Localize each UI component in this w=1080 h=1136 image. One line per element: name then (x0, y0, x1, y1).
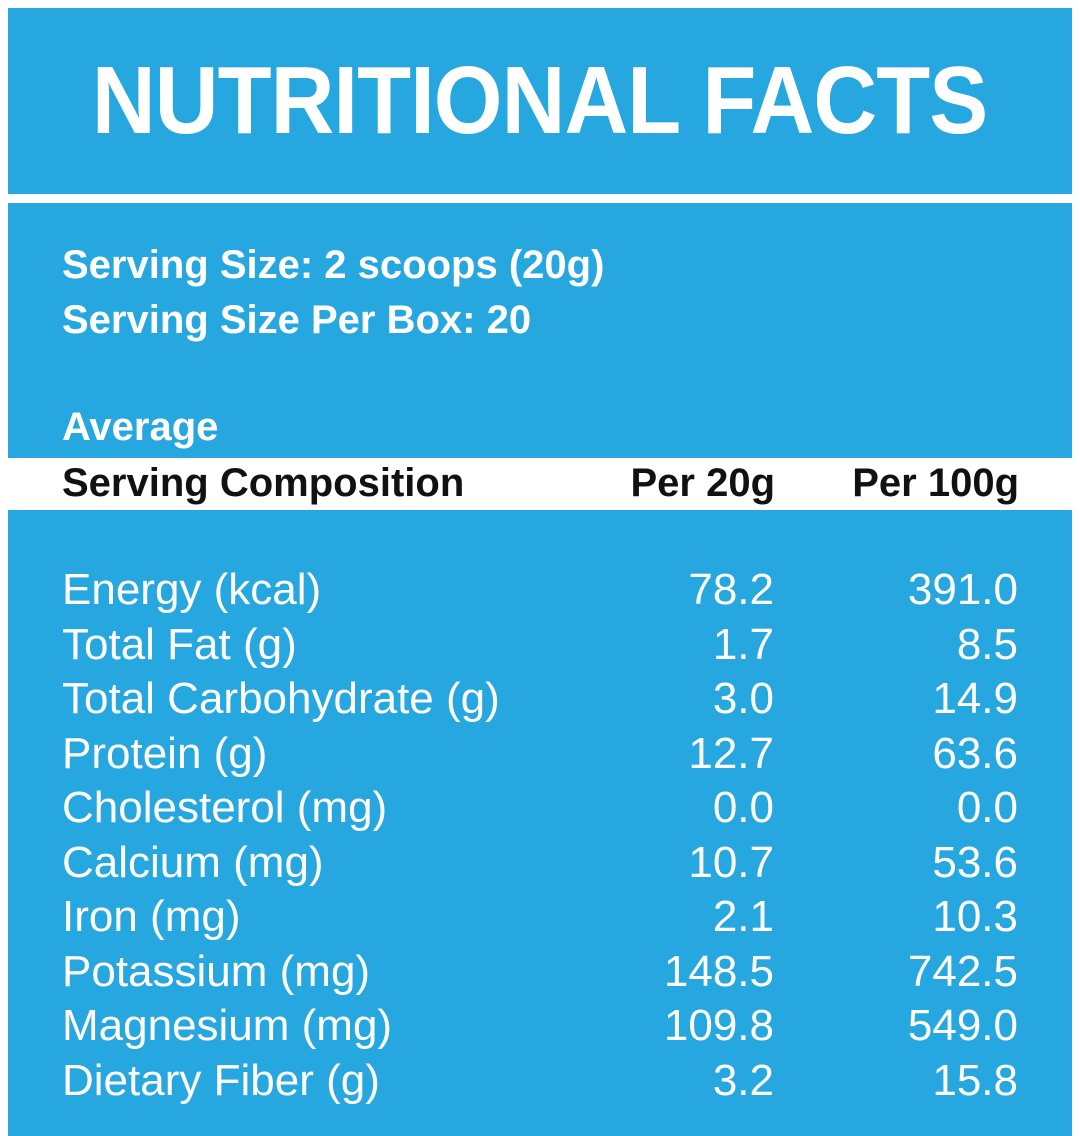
title-panel: NUTRITIONAL FACTS (8, 8, 1072, 194)
page-title: NUTRITIONAL FACTS (92, 47, 988, 154)
value-per-20g: 78.2 (688, 565, 774, 614)
nutrient-name: Calcium (mg) (62, 837, 324, 887)
header-per-20g: Per 20g (630, 461, 775, 505)
value-per-100g: 14.9 (932, 674, 1018, 723)
value-per-100g: 10.3 (932, 892, 1018, 941)
table-row: Potassium (mg) 148.5 742.5 (8, 945, 1072, 1000)
nutrient-table: Energy (kcal) 78.2 391.0 Total Fat (g) 1… (8, 563, 1072, 1108)
table-row: Dietary Fiber (g) 3.2 15.8 (8, 1054, 1072, 1109)
nutrient-name: Protein (g) (62, 728, 268, 778)
value-per-20g: 3.2 (712, 1055, 774, 1105)
value-per-100g: 0.0 (956, 783, 1018, 832)
nutrient-name: Magnesium (mg) (62, 1001, 393, 1050)
value-per-20g: 148.5 (663, 946, 774, 996)
value-per-20g: 3.0 (712, 674, 774, 723)
table-row: Total Carbohydrate (g) 3.0 14.9 (8, 672, 1072, 727)
table-row: Energy (kcal) 78.2 391.0 (8, 563, 1072, 618)
servings-per-box: Serving Size Per Box: 20 (62, 298, 532, 342)
facts-panel: Serving Size: 2 scoops (20g) Serving Siz… (8, 203, 1072, 1136)
value-per-20g: 109.8 (663, 1001, 774, 1050)
value-per-100g: 15.8 (932, 1055, 1018, 1105)
value-per-100g: 53.6 (932, 837, 1018, 887)
value-per-20g: 12.7 (688, 728, 774, 778)
value-per-100g: 391.0 (907, 565, 1018, 614)
nutrient-name: Total Carbohydrate (g) (62, 674, 500, 723)
value-per-100g: 63.6 (932, 728, 1018, 778)
value-per-100g: 742.5 (907, 946, 1018, 996)
nutrient-name: Dietary Fiber (g) (62, 1055, 380, 1105)
header-per-100g: Per 100g (852, 461, 1019, 505)
value-per-20g: 2.1 (712, 892, 774, 941)
average-label: Average (62, 405, 219, 449)
value-per-20g: 10.7 (688, 837, 774, 887)
table-row: Protein (g) 12.7 63.6 (8, 727, 1072, 782)
nutrient-name: Iron (mg) (62, 892, 241, 941)
value-per-20g: 1.7 (712, 619, 774, 669)
table-row: Calcium (mg) 10.7 53.6 (8, 836, 1072, 891)
nutrient-name: Cholesterol (mg) (62, 783, 388, 832)
value-per-100g: 8.5 (956, 619, 1018, 669)
table-row: Cholesterol (mg) 0.0 0.0 (8, 781, 1072, 836)
serving-size: Serving Size: 2 scoops (20g) (62, 243, 605, 287)
table-header: Serving Composition Per 20g Per 100g (8, 458, 1072, 510)
table-row: Iron (mg) 2.1 10.3 (8, 890, 1072, 945)
nutrient-name: Total Fat (g) (62, 619, 297, 669)
value-per-20g: 0.0 (712, 783, 774, 832)
nutrient-name: Energy (kcal) (62, 565, 322, 614)
nutrient-name: Potassium (mg) (62, 946, 371, 996)
header-composition: Serving Composition (62, 461, 465, 505)
table-row: Magnesium (mg) 109.8 549.0 (8, 999, 1072, 1054)
value-per-100g: 549.0 (907, 1001, 1018, 1050)
table-row: Total Fat (g) 1.7 8.5 (8, 618, 1072, 673)
